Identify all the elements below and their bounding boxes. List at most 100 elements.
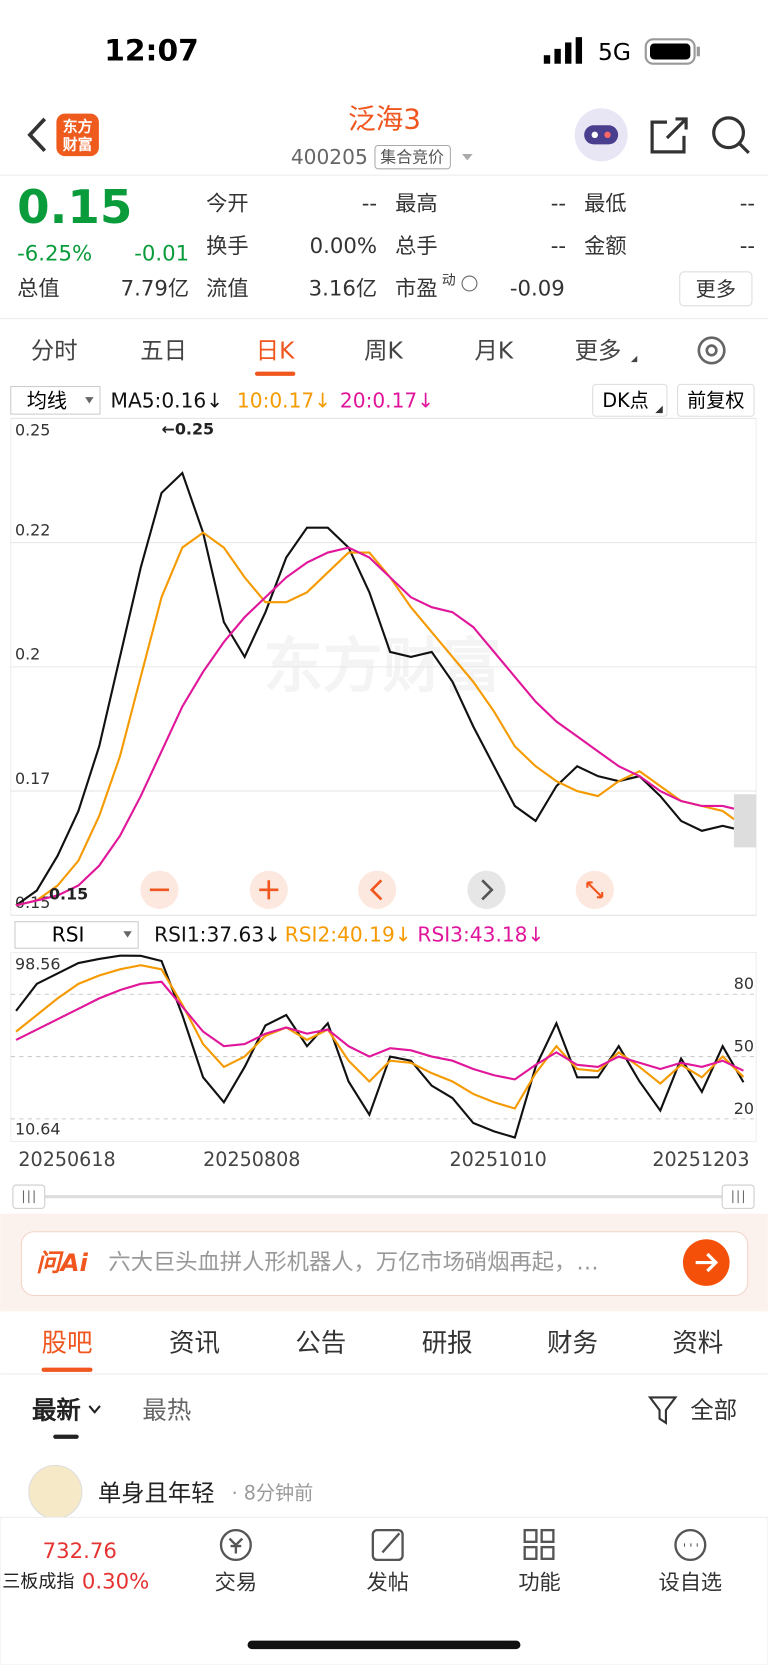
nav-item[interactable]: 功能 [518, 1571, 560, 1596]
post-user[interactable]: 单身且年轻 [98, 1479, 215, 1507]
field-value: -- [362, 191, 377, 216]
nav-item[interactable]: 交易 [215, 1571, 257, 1596]
ai-box[interactable] [20, 1231, 749, 1297]
post-time: · 8分钟前 [232, 1481, 314, 1504]
corner-icon [655, 405, 663, 414]
legend-entry: RSI3:43.18↓ [417, 922, 544, 946]
nav-item[interactable]: 发帖 [366, 1571, 408, 1596]
rsi-select-label[interactable]: RSI [52, 922, 85, 946]
rsi-frame [10, 951, 757, 1143]
more-button[interactable] [679, 271, 753, 307]
badge-box [374, 144, 451, 170]
bottom-nav [0, 1516, 768, 1665]
period-tabs: 分时 五日 日K 周K 月K 更多 [31, 336, 638, 376]
logo-text: 东方 [63, 117, 93, 135]
robot-avatar[interactable] [574, 108, 628, 162]
adjust-button[interactable] [677, 383, 755, 417]
more-label[interactable]: 更多 [696, 277, 736, 301]
chart-controls [140, 870, 614, 909]
period-tab[interactable]: 五日 [140, 336, 187, 364]
series-line [15, 531, 745, 907]
search-icon[interactable] [712, 116, 750, 155]
period-tab[interactable]: 更多 [575, 336, 622, 364]
filter-hot[interactable]: 最热 [142, 1396, 191, 1425]
filter-icon[interactable] [647, 1396, 678, 1425]
dropdown-icon[interactable] [462, 153, 473, 161]
clock: 12:07 [104, 33, 199, 68]
period-tab[interactable]: 分时 [31, 336, 78, 364]
field-value: 0.00% [310, 234, 377, 259]
content-tab[interactable]: 资讯 [169, 1328, 220, 1358]
avatar[interactable] [28, 1464, 83, 1519]
series-line [15, 980, 744, 1081]
content-tab[interactable]: 研报 [422, 1328, 473, 1358]
share-icon[interactable] [650, 117, 688, 154]
x-tick-label: 20250618 [18, 1148, 115, 1171]
series-line [15, 964, 745, 1110]
field-value: -- [740, 234, 755, 259]
field-label: 最低 [584, 191, 626, 216]
dk-button[interactable] [592, 383, 668, 417]
field-value: 3.16亿 [309, 276, 377, 301]
indicator-select[interactable] [10, 385, 101, 415]
field-value: -- [740, 191, 755, 216]
nav-icons [219, 1528, 707, 1562]
dk-label[interactable]: DK点 [602, 389, 648, 412]
x-tick-label: 20251010 [450, 1148, 547, 1171]
back-button[interactable] [27, 117, 47, 153]
stock-code: 400205 [291, 145, 368, 169]
field-value: 7.79亿 [121, 276, 189, 301]
filter-all[interactable]: 全部 [690, 1396, 737, 1424]
change: -0.01 [134, 241, 189, 266]
ai-prompt[interactable]: 六大巨头血拼人形机器人，万亿市场硝烟再起，… [108, 1250, 598, 1276]
filter-latest[interactable]: 最新 [32, 1396, 81, 1425]
signal-icon [543, 37, 583, 64]
content-tab[interactable]: 财务 [547, 1328, 598, 1358]
nav-items: 交易 发帖 功能 设自选 [215, 1571, 723, 1596]
period-tab[interactable]: 日K [256, 336, 295, 364]
y-tick-label: 80 [734, 974, 754, 993]
content-tabs: 股吧 资讯 公告 研报 财务 资料 [41, 1328, 723, 1372]
nav-item[interactable]: 设自选 [659, 1571, 723, 1596]
legend-entry: RSI1:37.63↓ [154, 922, 281, 946]
price: 0.15 [17, 181, 132, 235]
prev-button[interactable] [357, 870, 397, 909]
info-icon [461, 275, 478, 292]
ai-logo: 问Ai [36, 1248, 88, 1277]
adjust-label[interactable]: 前复权 [687, 389, 744, 412]
quote-fields: 今开 -- 最高 -- 最低 -- 换手 0.00% 总手 -- 金额 -- 总值 7.79亿 流值 3.16… [17, 191, 755, 301]
next-button[interactable] [467, 870, 506, 909]
rsi-min-label: 10.64 [15, 1119, 61, 1138]
field-label: 金额 [584, 234, 626, 259]
field-label: 总值 [17, 276, 59, 301]
field-sup: 动 [442, 272, 456, 288]
badge: 集合竞价 [380, 148, 444, 167]
y-tick-label: 20 [734, 1099, 754, 1118]
settings-icon[interactable] [697, 336, 726, 365]
latest-highlight [733, 794, 757, 848]
y-tick-label: 0.22 [15, 520, 50, 539]
period-tab[interactable]: 月K [475, 336, 514, 364]
indicator-label[interactable]: 均线 [27, 388, 67, 412]
scrollbar[interactable] [12, 1184, 755, 1209]
legend-entry: MA5:0.16↓ [111, 388, 224, 412]
x-tick-label: 20251203 [652, 1148, 749, 1171]
content-tab[interactable]: 资料 [672, 1328, 723, 1358]
battery-icon [644, 38, 700, 65]
content-tab[interactable]: 股吧 [42, 1328, 93, 1358]
chevron-icon [88, 1405, 101, 1414]
index-name[interactable]: 三板成指 [2, 1572, 74, 1593]
rsi-select[interactable] [14, 921, 139, 949]
logo [56, 113, 99, 157]
legend-entry: 20:0.17↓ [340, 388, 434, 412]
period-tab[interactable]: 周K [364, 336, 403, 364]
y-tick-label: 0.25 [15, 421, 50, 440]
home-indicator [247, 1640, 521, 1650]
rsi-max-label: 98.56 [15, 955, 61, 974]
y-tick-label: 50 [734, 1036, 754, 1055]
legend-entry: RSI2:40.19↓ [285, 922, 412, 946]
x-tick-label: 20250808 [203, 1148, 300, 1171]
content-tab[interactable]: 公告 [295, 1328, 346, 1358]
field-label: 总手 [395, 234, 437, 259]
